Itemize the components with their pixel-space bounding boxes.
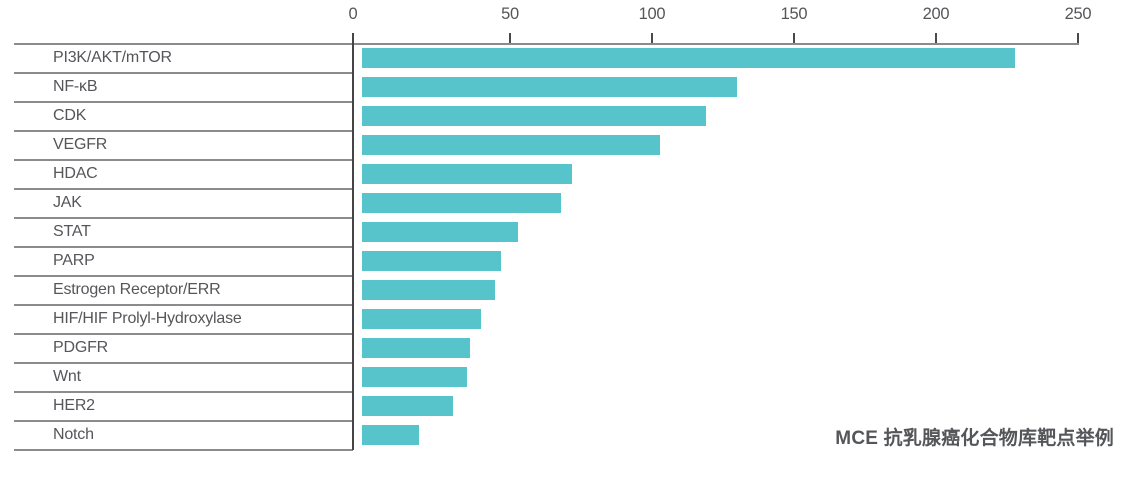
x-axis-line: [14, 43, 1079, 45]
x-tick-mark: [509, 33, 511, 43]
bar: [362, 221, 519, 242]
row-label: HIF/HIF Prolyl-Hydroxylase: [53, 310, 242, 327]
table-right-border: [352, 33, 354, 450]
bar: [362, 163, 573, 184]
table-row: CDK: [14, 103, 353, 132]
table-row: NF-κB: [14, 74, 353, 103]
category-label-table: PI3K/AKT/mTOR NF-κB CDK VEGFR HDAC JAK STAT PAR…: [14, 45, 353, 451]
x-tick-mark: [1077, 33, 1079, 43]
chart-caption: MCE 抗乳腺癌化合物库靶点举例: [835, 428, 1114, 449]
table-row: HDAC: [14, 161, 353, 190]
bar: [362, 308, 482, 329]
bar: [362, 134, 661, 155]
x-tick-label: 50: [501, 5, 519, 23]
table-row: Wnt: [14, 364, 353, 393]
bar: [362, 105, 706, 126]
x-tick-mark: [793, 33, 795, 43]
row-label: HER2: [53, 397, 95, 414]
table-row: HER2: [14, 393, 353, 422]
bar: [362, 337, 470, 358]
row-label: Wnt: [53, 368, 81, 385]
x-tick-label: 100: [638, 5, 666, 23]
bar: [362, 424, 419, 445]
x-tick-label: 0: [348, 5, 358, 23]
row-label: NF-κB: [53, 78, 98, 95]
bar: [362, 192, 561, 213]
x-tick-label: 150: [780, 5, 808, 23]
table-row: JAK: [14, 190, 353, 219]
x-tick-label: 200: [922, 5, 950, 23]
bar: [362, 76, 737, 97]
bar: [362, 47, 1016, 68]
row-label: CDK: [53, 107, 87, 124]
row-label: PI3K/AKT/mTOR: [53, 49, 172, 66]
table-row: PI3K/AKT/mTOR: [14, 45, 353, 74]
row-label: VEGFR: [53, 136, 108, 153]
row-label: Notch: [53, 426, 94, 443]
row-label: HDAC: [53, 165, 98, 182]
row-label: PDGFR: [53, 339, 109, 356]
bar: [362, 395, 453, 416]
table-row: PDGFR: [14, 335, 353, 364]
table-row: STAT: [14, 219, 353, 248]
table-row: HIF/HIF Prolyl-Hydroxylase: [14, 306, 353, 335]
x-tick-mark: [935, 33, 937, 43]
x-tick-label: 250: [1064, 5, 1092, 23]
bar: [362, 279, 496, 300]
bar: [362, 250, 502, 271]
table-row: VEGFR: [14, 132, 353, 161]
table-row: PARP: [14, 248, 353, 277]
row-label: STAT: [53, 223, 91, 240]
table-row: Notch: [14, 422, 353, 451]
bar: [362, 366, 468, 387]
row-label: Estrogen Receptor/ERR: [53, 281, 221, 298]
x-tick-mark: [651, 33, 653, 43]
table-row: Estrogen Receptor/ERR: [14, 277, 353, 306]
row-label: JAK: [53, 194, 82, 211]
row-label: PARP: [53, 252, 95, 269]
